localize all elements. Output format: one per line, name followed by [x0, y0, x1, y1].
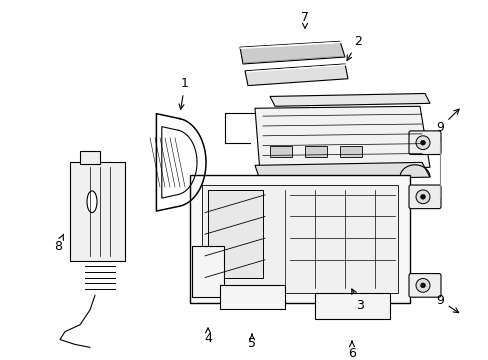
FancyBboxPatch shape: [192, 246, 224, 297]
Circle shape: [415, 279, 429, 292]
Text: 3: 3: [351, 289, 363, 311]
Text: 2: 2: [346, 35, 361, 60]
FancyBboxPatch shape: [80, 150, 100, 165]
FancyBboxPatch shape: [190, 175, 409, 303]
FancyBboxPatch shape: [339, 146, 361, 157]
Polygon shape: [240, 41, 345, 64]
Text: 6: 6: [347, 341, 355, 360]
Circle shape: [420, 283, 425, 288]
FancyBboxPatch shape: [269, 146, 291, 157]
Text: 7: 7: [301, 11, 308, 28]
Circle shape: [420, 140, 425, 145]
Text: 5: 5: [247, 334, 256, 350]
Text: 9: 9: [435, 294, 458, 313]
FancyBboxPatch shape: [314, 293, 389, 319]
FancyBboxPatch shape: [220, 285, 285, 309]
Text: 9: 9: [435, 109, 458, 134]
Polygon shape: [269, 94, 429, 106]
Text: 4: 4: [203, 328, 211, 345]
Circle shape: [415, 190, 429, 204]
Circle shape: [420, 194, 425, 199]
FancyBboxPatch shape: [70, 162, 125, 261]
FancyBboxPatch shape: [408, 274, 440, 297]
FancyBboxPatch shape: [408, 131, 440, 154]
FancyBboxPatch shape: [202, 185, 397, 293]
FancyBboxPatch shape: [408, 185, 440, 209]
Polygon shape: [254, 162, 429, 180]
Ellipse shape: [87, 191, 97, 212]
Polygon shape: [244, 64, 347, 86]
FancyBboxPatch shape: [305, 146, 326, 157]
Circle shape: [415, 136, 429, 150]
Polygon shape: [254, 106, 429, 172]
Text: 1: 1: [179, 77, 188, 109]
Text: 8: 8: [54, 234, 63, 252]
FancyBboxPatch shape: [207, 190, 263, 279]
